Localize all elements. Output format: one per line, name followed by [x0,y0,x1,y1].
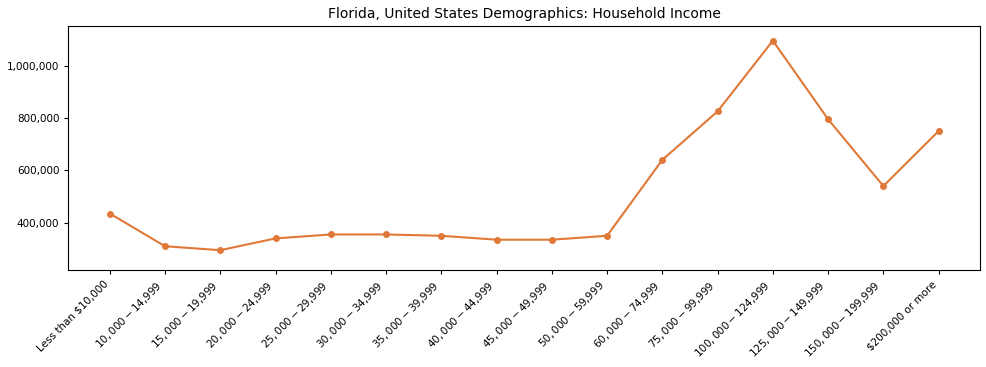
Title: Florida, United States Demographics: Household Income: Florida, United States Demographics: Hou… [327,7,720,21]
